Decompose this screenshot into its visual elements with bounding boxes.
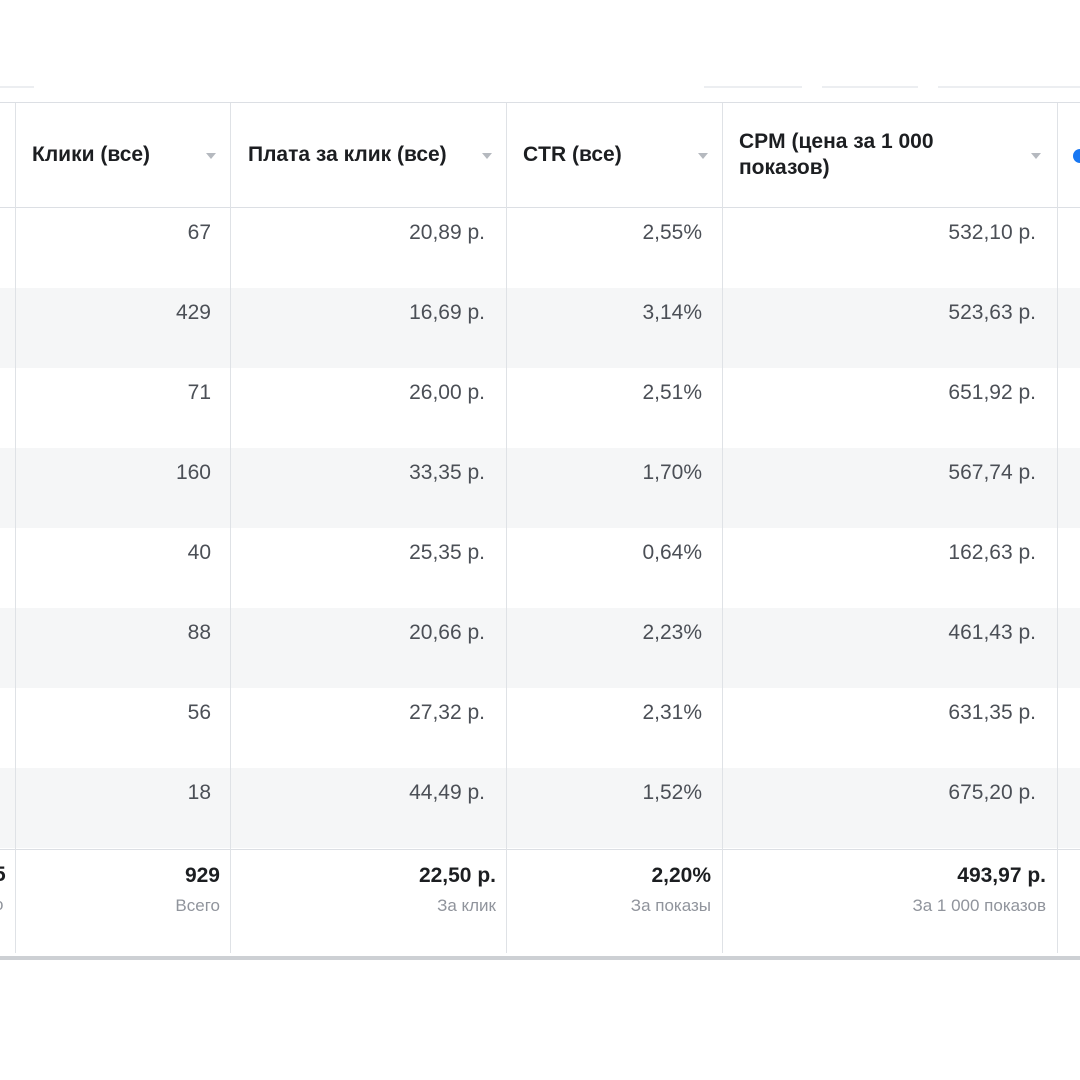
table-row[interactable]: 88 20,66 р. 2,23% 461,43 р.: [0, 608, 1080, 688]
column-divider[interactable]: [1057, 103, 1058, 953]
column-header-cpc[interactable]: Плата за клик (все): [231, 103, 506, 207]
table-header: Клики (все) Плата за клик (все) CTR (все…: [0, 103, 1080, 208]
cell-clicks: 71: [187, 381, 211, 404]
cell-clicks: 160: [175, 461, 211, 484]
cell-cpm: 567,74 р.: [948, 461, 1036, 484]
sort-caret-icon[interactable]: [482, 153, 492, 159]
cell-ctr: 2,51%: [642, 381, 702, 404]
total-value: 493,97 р.: [957, 864, 1046, 887]
truncated-total-value: 5: [0, 863, 6, 887]
table-row[interactable]: 40 25,35 р. 0,64% 162,63 р.: [0, 528, 1080, 608]
cell-cpm: 651,92 р.: [948, 381, 1036, 404]
table-row[interactable]: 67 20,89 р. 2,55% 532,10 р.: [0, 208, 1080, 288]
cell-cpm: 523,63 р.: [948, 301, 1036, 324]
cell-ctr: 3,14%: [642, 301, 702, 324]
cell-ctr: 2,55%: [642, 221, 702, 244]
table-row[interactable]: 56 27,32 р. 2,31% 631,35 р.: [0, 688, 1080, 768]
toolbar-divider: [822, 86, 918, 88]
metrics-table: 67 20,89 р. 2,55% 532,10 р. 429 16,69 р.…: [0, 102, 1080, 953]
table-row[interactable]: 429 16,69 р. 3,14% 523,63 р.: [0, 288, 1080, 368]
cell-cpm: 532,10 р.: [948, 221, 1036, 244]
totals-row: 5 о 929 Всего 22,50 р. За клик 2,20% За …: [0, 849, 1080, 954]
total-caption: За 1 000 показов: [912, 896, 1046, 915]
total-ctr: 2,20% За показы: [507, 850, 711, 917]
cell-ctr: 1,52%: [642, 781, 702, 804]
sort-caret-icon[interactable]: [1031, 153, 1041, 159]
add-column-icon[interactable]: [1073, 149, 1080, 163]
total-value: 22,50 р.: [418, 864, 496, 887]
toolbar-divider: [938, 86, 1080, 88]
sort-caret-icon[interactable]: [206, 153, 216, 159]
column-header-label: CPM (цена за 1 000 показов): [739, 130, 934, 179]
cell-ctr: 2,31%: [642, 701, 702, 724]
table-row[interactable]: 71 26,00 р. 2,51% 651,92 р.: [0, 368, 1080, 448]
column-header-cpm[interactable]: CPM (цена за 1 000 показов): [723, 103, 1057, 207]
cell-ctr: 0,64%: [642, 541, 702, 564]
toolbar-divider: [704, 86, 802, 88]
total-caption: За клик: [437, 896, 496, 915]
cell-cpc: 27,32 р.: [409, 701, 485, 724]
column-divider[interactable]: [230, 103, 231, 953]
truncated-total-caption: о: [0, 895, 3, 915]
cell-cpc: 25,35 р.: [409, 541, 485, 564]
column-divider[interactable]: [506, 103, 507, 953]
cell-cpc: 20,66 р.: [409, 621, 485, 644]
cell-cpm: 675,20 р.: [948, 781, 1036, 804]
cell-cpc: 20,89 р.: [409, 221, 485, 244]
column-divider[interactable]: [722, 103, 723, 953]
cell-clicks: 429: [175, 301, 211, 324]
cell-clicks: 67: [187, 221, 211, 244]
cell-clicks: 18: [187, 781, 211, 804]
cell-cpm: 631,35 р.: [948, 701, 1036, 724]
sort-caret-icon[interactable]: [698, 153, 708, 159]
total-cpc: 22,50 р. За клик: [231, 850, 496, 917]
table-row[interactable]: 18 44,49 р. 1,52% 675,20 р.: [0, 768, 1080, 848]
cell-cpc: 16,69 р.: [409, 301, 485, 324]
cell-ctr: 1,70%: [642, 461, 702, 484]
total-value: 929: [184, 864, 220, 887]
total-caption: Всего: [175, 896, 220, 915]
total-clicks: 929 Всего: [16, 850, 220, 917]
column-header-label: CTR (все): [523, 143, 622, 166]
total-value: 2,20%: [651, 864, 711, 887]
cell-clicks: 88: [187, 621, 211, 644]
total-cpm: 493,97 р. За 1 000 показов: [723, 850, 1046, 917]
cell-cpm: 162,63 р.: [948, 541, 1036, 564]
cell-clicks: 40: [187, 541, 211, 564]
cell-cpc: 33,35 р.: [409, 461, 485, 484]
cell-cpc: 26,00 р.: [409, 381, 485, 404]
column-header-label: Плата за клик (все): [248, 143, 447, 166]
cell-cpm: 461,43 р.: [948, 621, 1036, 644]
table-row[interactable]: 160 33,35 р. 1,70% 567,74 р.: [0, 448, 1080, 528]
column-header-label: Клики (все): [32, 143, 151, 166]
cell-clicks: 56: [187, 701, 211, 724]
column-header-ctr[interactable]: CTR (все): [507, 103, 722, 207]
total-caption: За показы: [630, 896, 711, 915]
toolbar-divider: [0, 86, 34, 88]
column-header-clicks[interactable]: Клики (все): [16, 103, 230, 207]
cell-cpc: 44,49 р.: [409, 781, 485, 804]
horizontal-scrollbar[interactable]: [0, 956, 1080, 960]
column-divider[interactable]: [15, 103, 16, 953]
cell-ctr: 2,23%: [642, 621, 702, 644]
